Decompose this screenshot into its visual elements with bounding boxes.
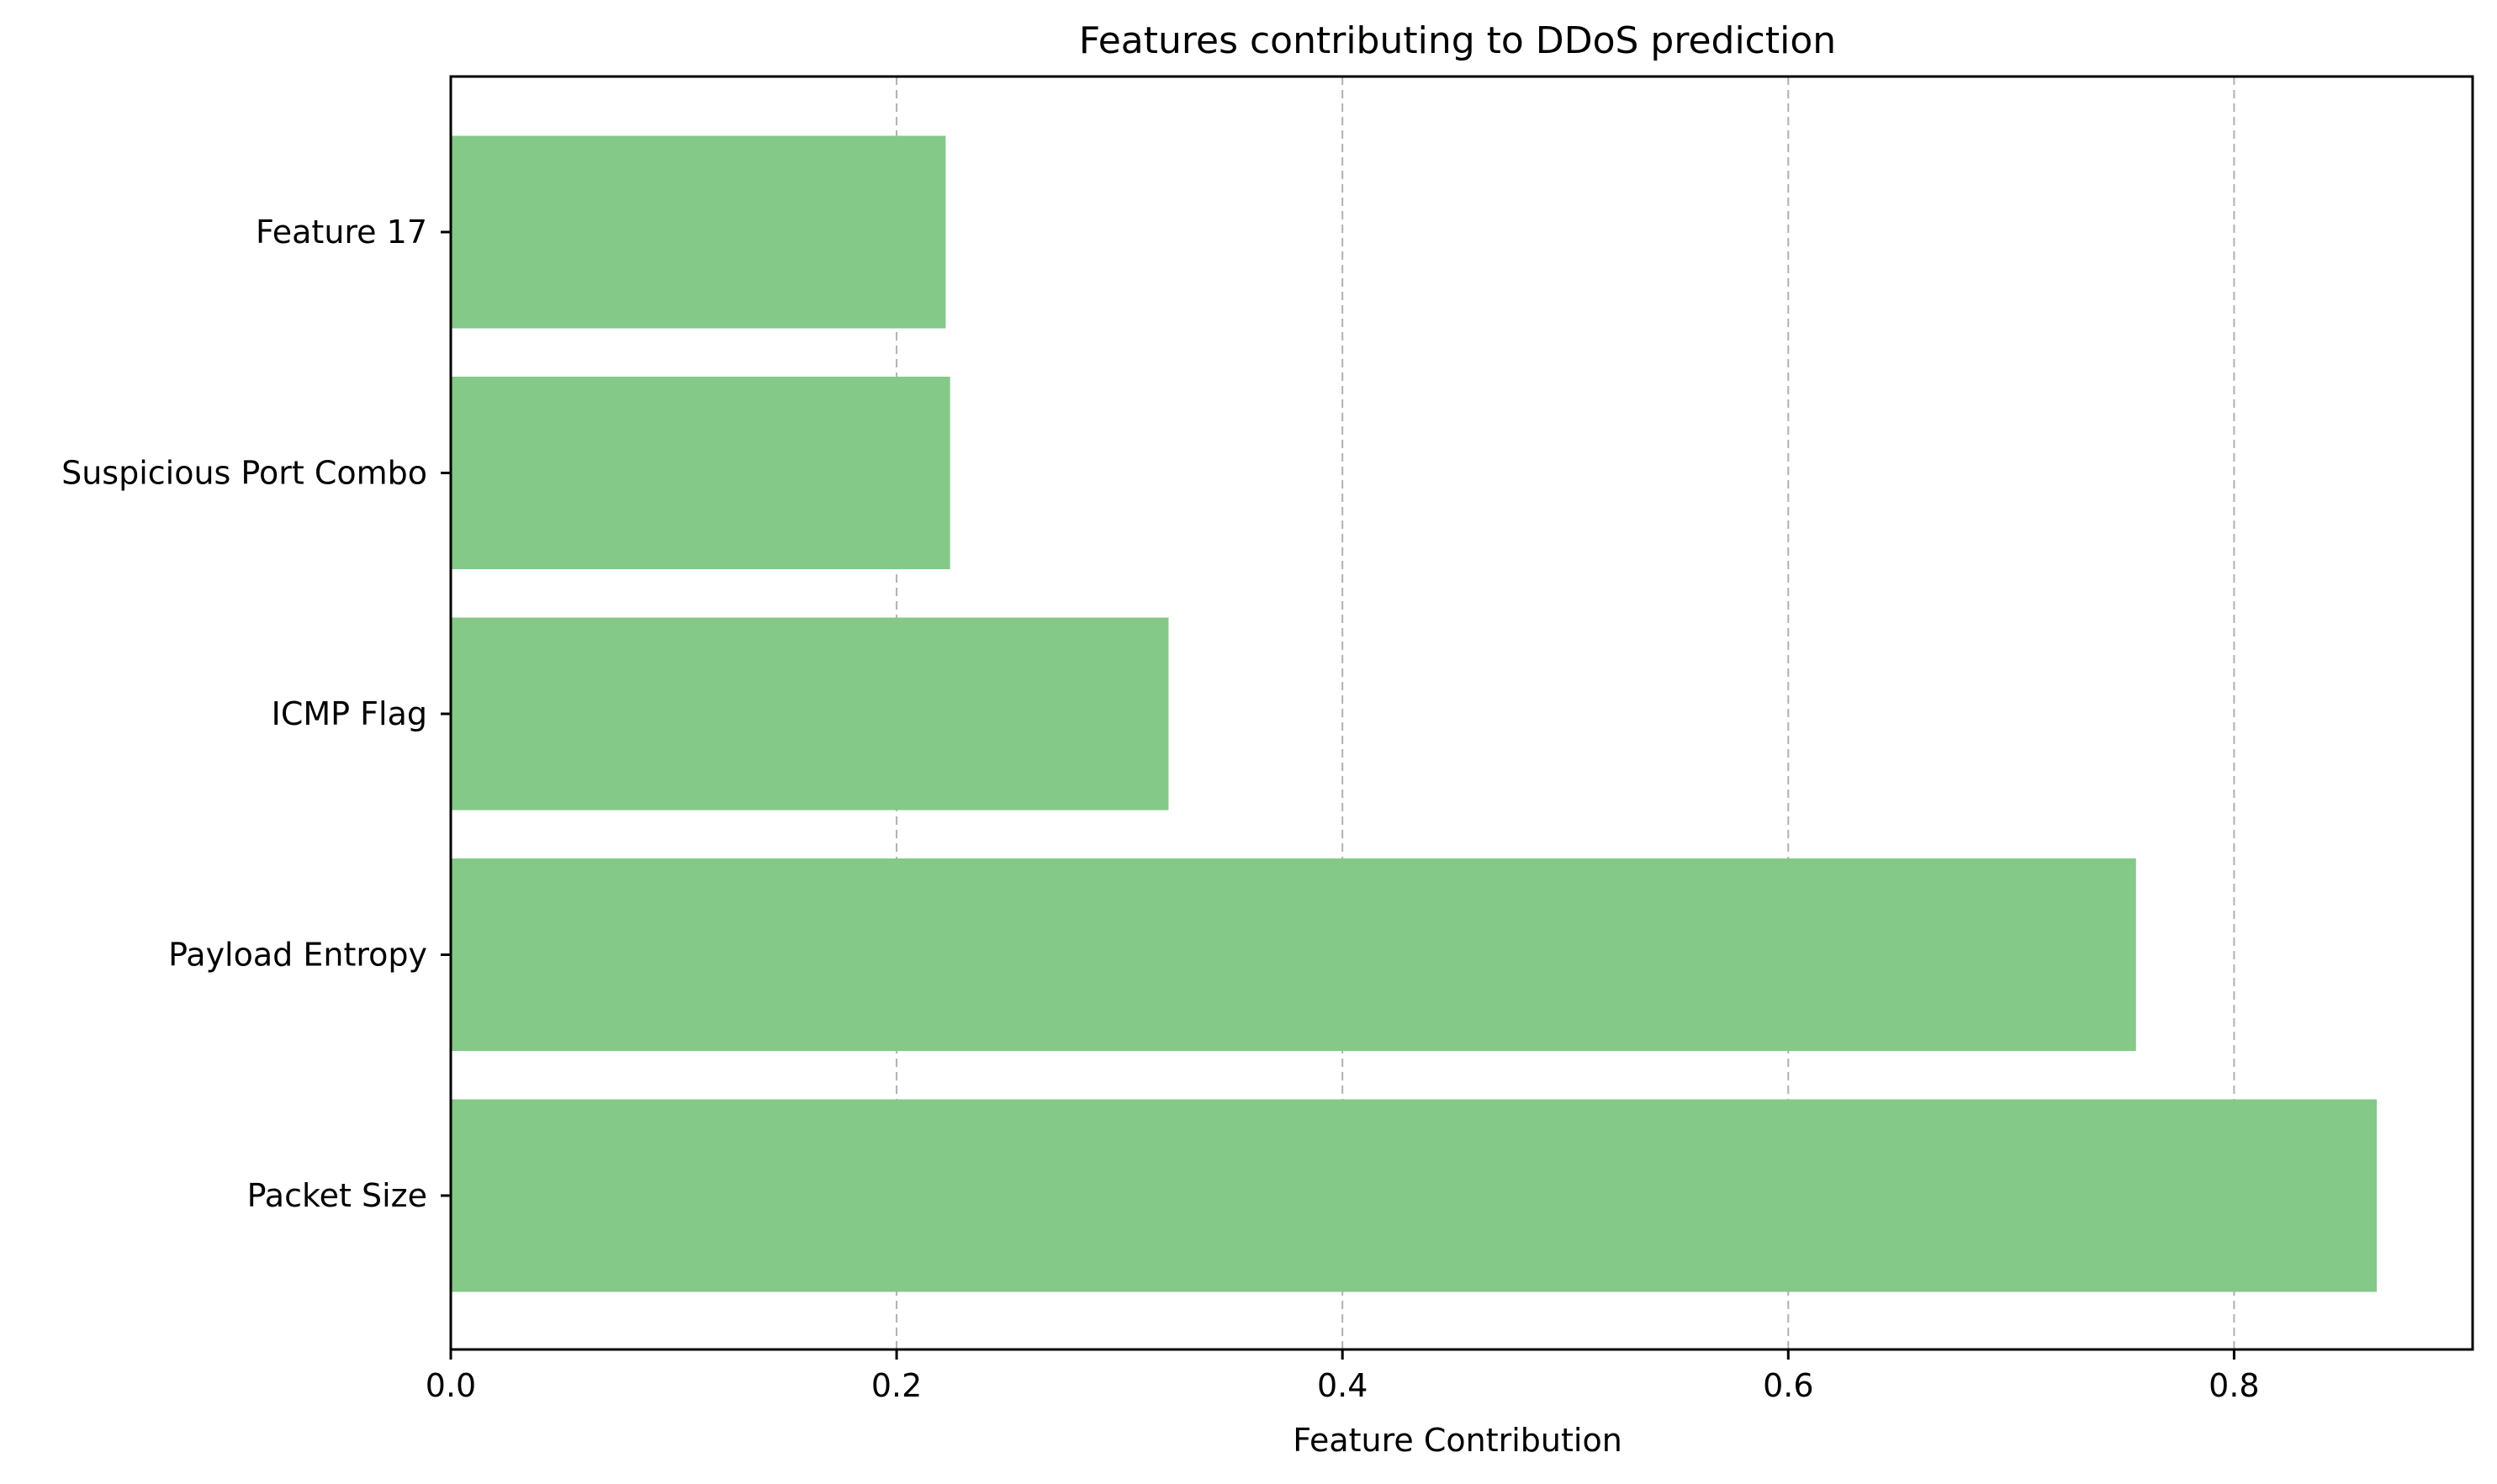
y-axis-ticks: Packet Size Payload Entropy ICMP Flag Suspi… bbox=[61, 214, 451, 1214]
x-axis-ticks: 0.0 0.2 0.4 0.6 0.8 bbox=[426, 1349, 2260, 1404]
y-tick-label-payload-entropy: Payload Entropy bbox=[168, 937, 427, 974]
bar-packet-size bbox=[451, 1099, 2378, 1292]
y-tick-label-feature-17: Feature 17 bbox=[256, 214, 427, 251]
chart-title: Features contributing to DDoS prediction bbox=[1079, 19, 1836, 62]
y-tick-label-suspicious-port-combo: Suspicious Port Combo bbox=[61, 455, 427, 492]
y-tick-label-icmp-flag: ICMP Flag bbox=[272, 695, 427, 732]
bar-feature-17 bbox=[451, 135, 946, 329]
bar-suspicious-port-combo bbox=[451, 377, 950, 569]
x-tick-label-1: 0.2 bbox=[871, 1367, 922, 1404]
x-tick-label-2: 0.4 bbox=[1317, 1367, 1368, 1404]
x-tick-label-3: 0.6 bbox=[1763, 1367, 1813, 1404]
bars bbox=[451, 135, 2378, 1292]
x-axis-label: Feature Contribution bbox=[1293, 1422, 1622, 1459]
y-tick-label-packet-size: Packet Size bbox=[247, 1177, 427, 1214]
x-tick-label-4: 0.8 bbox=[2209, 1367, 2259, 1404]
bar-icmp-flag bbox=[451, 617, 1169, 811]
bar-payload-entropy bbox=[451, 858, 2136, 1051]
x-tick-label-0: 0.0 bbox=[426, 1367, 476, 1404]
